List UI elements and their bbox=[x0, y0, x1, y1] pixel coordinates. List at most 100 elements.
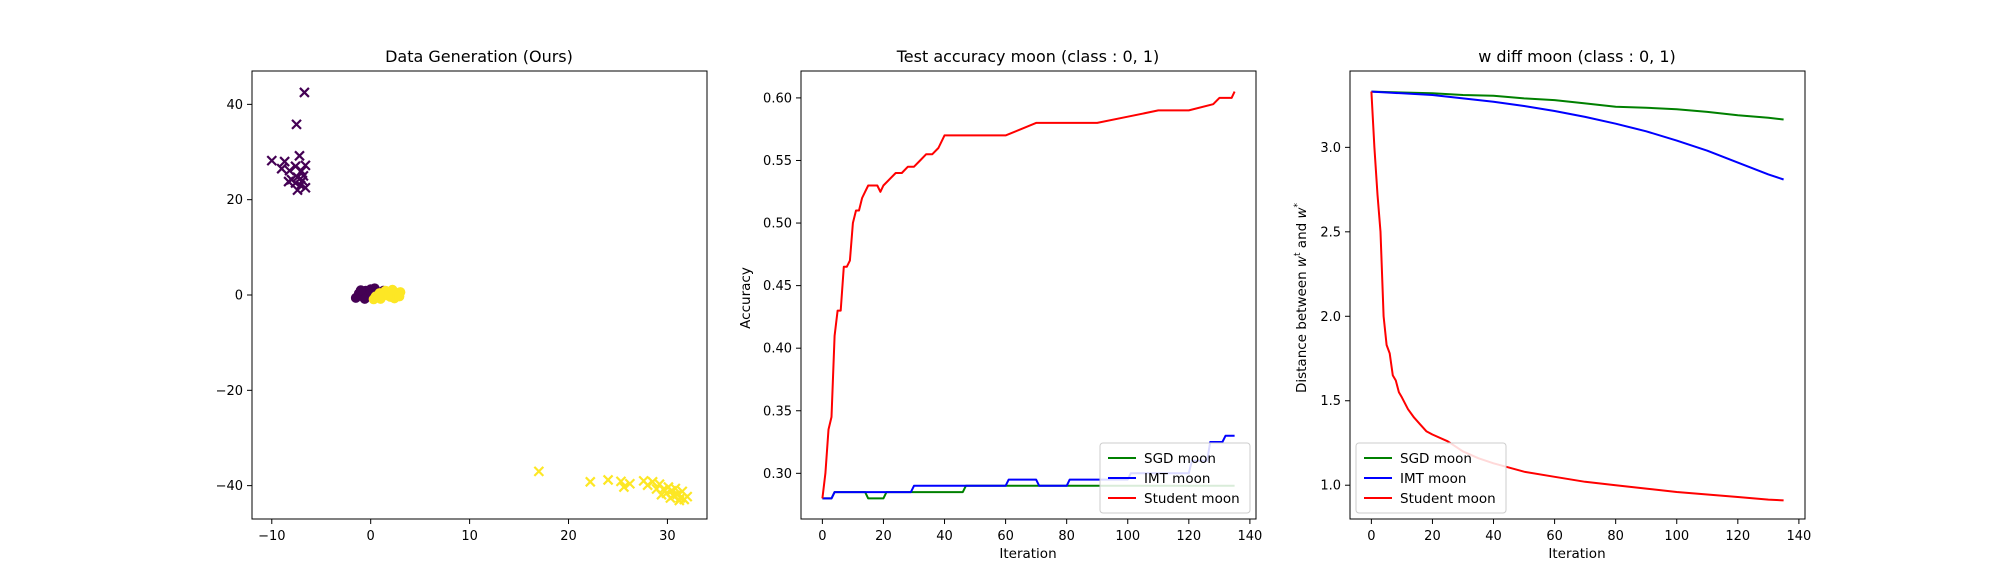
wdiff-y-tick-label: 1.0 bbox=[1320, 479, 1341, 494]
scatter-y-tick-label: 0 bbox=[235, 289, 243, 304]
scatter-x-marker-s0-p0 bbox=[299, 87, 310, 98]
accuracy-x-tick-label: 20 bbox=[875, 529, 892, 544]
accuracy-y-tick-label: 0.45 bbox=[763, 279, 792, 294]
scatter-x-marker-s0-p17 bbox=[292, 184, 303, 196]
accuracy-axes: 0 20 40 60 80 100 120 140 0.30 0.35 0.40 0.45 0.50 0.… bbox=[763, 70, 1262, 544]
accuracy-title: Test accuracy moon (class : 0, 1) bbox=[896, 47, 1160, 66]
wdiff-y-tick-label: 3.0 bbox=[1320, 141, 1341, 156]
scatter-dot-s2-p14 bbox=[374, 288, 385, 299]
scatter-x-tick-label: 0 bbox=[367, 529, 375, 544]
scatter-y-tick-label: −20 bbox=[216, 384, 243, 399]
accuracy-x-tick-label: 120 bbox=[1176, 529, 1201, 544]
accuracy-x-tick-label: 140 bbox=[1237, 529, 1262, 544]
accuracy-y-tick-label: 0.30 bbox=[763, 467, 792, 482]
accuracy-y-tick-label: 0.50 bbox=[763, 217, 792, 232]
scatter-dot-s1-p11 bbox=[355, 285, 366, 296]
accuracy-y-tick-label: 0.60 bbox=[763, 91, 792, 106]
wdiff-x-tick-label: 140 bbox=[1786, 529, 1811, 544]
scatter-dot-s2-p11 bbox=[394, 291, 405, 302]
wdiff-x-tick-label: 40 bbox=[1485, 529, 1502, 544]
wdiff-legend-label: Student moon bbox=[1400, 491, 1496, 507]
wdiff-title: w diff moon (class : 0, 1) bbox=[1478, 47, 1676, 66]
scatter-x-marker-s3-p0 bbox=[533, 466, 545, 477]
wdiff-legend-label: IMT moon bbox=[1400, 471, 1466, 487]
accuracy-legend-label: IMT moon bbox=[1144, 471, 1210, 487]
wdiff-series-line-2 bbox=[1370, 91, 1784, 502]
scatter-x-marker-s3-p4 bbox=[618, 481, 630, 493]
scatter-marks bbox=[266, 87, 693, 506]
wdiff-panel: w diff moon (class : 0, 1) Iteration Dis… bbox=[1293, 47, 1811, 562]
wdiff-legend-box bbox=[1355, 442, 1507, 514]
accuracy-axes-frame bbox=[800, 70, 1257, 520]
wdiff-series-line-1 bbox=[1371, 90, 1784, 181]
scatter-y-tick-label: −40 bbox=[216, 479, 243, 494]
wdiff-y-tick-label: 1.5 bbox=[1320, 394, 1341, 409]
scatter-dot-s2-p10 bbox=[368, 294, 379, 305]
wdiff-series-line-0 bbox=[1371, 90, 1784, 121]
wdiff-x-tick-label: 100 bbox=[1664, 529, 1689, 544]
accuracy-x-tick-label: 60 bbox=[997, 529, 1014, 544]
scatter-x-marker-s0-p4 bbox=[279, 156, 290, 167]
scatter-x-marker-s0-p1 bbox=[291, 119, 302, 130]
accuracy-y-tick-label: 0.55 bbox=[763, 154, 792, 169]
scatter-x-marker-s0-p9 bbox=[276, 163, 287, 174]
scatter-x-marker-s3-p21 bbox=[681, 491, 693, 502]
scatter-axes: −10 0 10 20 30 −40 −20 0 20 40 bbox=[216, 70, 708, 544]
accuracy-series-line-2 bbox=[821, 91, 1236, 499]
wdiff-x-tick-label: 60 bbox=[1546, 529, 1563, 544]
accuracy-legend: SGD moon IMT moon Student moon bbox=[1099, 442, 1251, 514]
scatter-dot-s1-p13 bbox=[359, 293, 370, 304]
wdiff-y-axis-label: Distance between wt and w* bbox=[1293, 202, 1310, 393]
wdiff-y-tick-label: 2.0 bbox=[1320, 310, 1341, 325]
accuracy-x-axis-label: Iteration bbox=[999, 546, 1056, 562]
scatter-x-marker-s3-p1 bbox=[585, 476, 596, 488]
accuracy-x-tick-label: 40 bbox=[936, 529, 953, 544]
accuracy-x-tick-label: 80 bbox=[1058, 529, 1075, 544]
wdiff-x-tick-label: 20 bbox=[1424, 529, 1441, 544]
scatter-x-marker-s3-p5 bbox=[624, 478, 636, 490]
wdiff-legend-label: SGD moon bbox=[1400, 451, 1472, 467]
scatter-x-tick-label: −10 bbox=[258, 529, 285, 544]
accuracy-legend-label: SGD moon bbox=[1144, 451, 1216, 467]
scatter-x-marker-s3-p3 bbox=[615, 476, 627, 487]
wdiff-x-tick-label: 80 bbox=[1607, 529, 1624, 544]
scatter-x-marker-s3-p23 bbox=[665, 492, 676, 504]
wdiff-axes: 0 20 40 60 80 100 120 140 1.0 1.5 2.0 2.5 3.0 bbox=[1320, 70, 1811, 544]
scatter-y-tick-label: 40 bbox=[226, 98, 243, 113]
scatter-x-marker-s3-p24 bbox=[656, 489, 667, 500]
wdiff-x-tick-label: 120 bbox=[1725, 529, 1750, 544]
wdiff-y-tick-label: 2.5 bbox=[1320, 225, 1341, 240]
accuracy-x-tick-label: 0 bbox=[818, 529, 826, 544]
scatter-x-tick-label: 10 bbox=[461, 529, 478, 544]
scatter-x-marker-s0-p6 bbox=[300, 160, 311, 171]
accuracy-legend-box bbox=[1099, 442, 1251, 514]
scatter-x-tick-label: 20 bbox=[560, 529, 577, 544]
accuracy-x-tick-label: 100 bbox=[1115, 529, 1140, 544]
scatter-x-marker-s0-p11 bbox=[292, 172, 303, 183]
scatter-dot-s2-p13 bbox=[387, 284, 398, 295]
scatter-x-marker-s3-p16 bbox=[670, 483, 681, 494]
accuracy-y-tick-label: 0.40 bbox=[763, 342, 792, 357]
wdiff-lines bbox=[1370, 90, 1784, 502]
scatter-x-marker-s0-p18 bbox=[283, 176, 294, 187]
scatter-x-marker-s3-p22 bbox=[674, 495, 685, 506]
scatter-panel: Data Generation (Ours) −10 0 10 20 30 −40 −20 0… bbox=[216, 47, 708, 544]
scatter-x-marker-s3-p7 bbox=[642, 479, 653, 491]
accuracy-panel: Test accuracy moon (class : 0, 1) Iterat… bbox=[738, 47, 1262, 562]
scatter-x-tick-label: 30 bbox=[659, 529, 676, 544]
wdiff-x-axis-label: Iteration bbox=[1548, 546, 1605, 562]
accuracy-legend-label: Student moon bbox=[1144, 491, 1240, 507]
scatter-x-marker-s0-p2 bbox=[266, 155, 278, 166]
scatter-x-marker-s0-p16 bbox=[300, 182, 311, 194]
scatter-x-marker-s3-p2 bbox=[602, 474, 614, 486]
accuracy-y-axis-label: Accuracy bbox=[738, 267, 754, 329]
wdiff-x-tick-label: 0 bbox=[1367, 529, 1375, 544]
scatter-x-marker-s3-p8 bbox=[647, 476, 658, 488]
accuracy-y-tick-label: 0.35 bbox=[763, 404, 792, 419]
wdiff-axes-frame bbox=[1349, 70, 1806, 520]
scatter-y-tick-label: 20 bbox=[226, 193, 243, 208]
wdiff-legend: SGD moon IMT moon Student moon bbox=[1355, 442, 1507, 514]
scatter-dot-s1-p7 bbox=[350, 292, 361, 303]
